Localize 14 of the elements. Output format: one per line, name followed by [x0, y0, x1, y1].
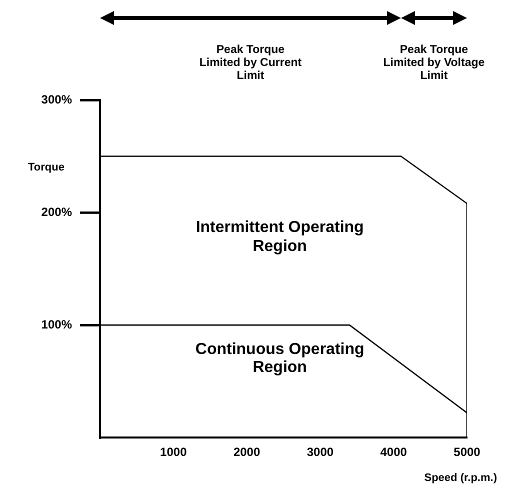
x-tick-label: 1000: [160, 445, 188, 460]
x-tick-label: 4000: [380, 445, 408, 460]
annotation: Continuous Operating Region: [194, 340, 366, 378]
y-tick-label: 100%: [41, 317, 72, 332]
x-axis-title: Speed (r.p.m.): [424, 472, 498, 484]
text: Peak Torque Limited by Voltage Limit: [382, 44, 486, 84]
text: Peak Torque Limited by Current Limit: [198, 44, 303, 84]
annotation: Intermittent Operating Region: [194, 219, 365, 256]
y-axis-title: Torque: [28, 162, 64, 174]
x-tick-label: 3000: [306, 445, 334, 460]
y-tick-label: 300%: [41, 92, 72, 106]
x-tick-label: 5000: [454, 445, 481, 460]
y-tick-label: 200%: [41, 204, 72, 219]
x-tick-label: 2000: [233, 445, 260, 460]
